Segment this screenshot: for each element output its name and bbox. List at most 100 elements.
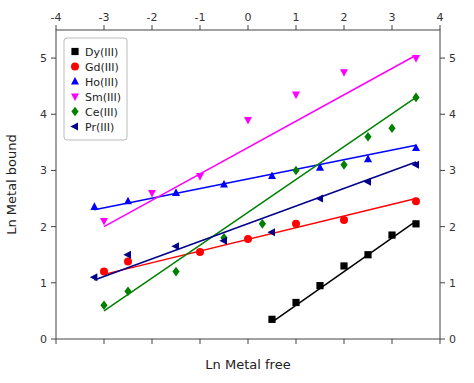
point [268,316,275,323]
point [388,231,395,238]
point [219,237,227,245]
point [268,171,276,179]
point [412,197,420,205]
y-tick-label: 2 [40,221,47,234]
point [364,251,371,258]
point [363,178,371,186]
x-tick-bottom [104,339,105,344]
x-tick-label: -2 [147,11,158,24]
x-tick-bottom [296,339,297,344]
x-tick-top [248,25,249,30]
y2-tick [440,339,445,340]
legend-label: Ho(III) [85,76,118,89]
point [364,155,372,163]
y2-tick [440,58,445,59]
plot-area [90,55,420,323]
point [244,117,252,125]
legend-label: Sm(III) [85,91,121,104]
x-tick-label: -4 [51,11,62,24]
point [90,273,98,281]
point [244,235,252,243]
point [412,55,420,63]
fit-line [104,97,416,310]
axes: -4-3-2-101234012345012345 [40,11,456,346]
x-tick-label: 2 [341,11,348,24]
point [100,218,108,226]
y-tick [51,226,56,227]
x-tick-top [200,25,201,30]
point [340,262,347,269]
chart: -4-3-2-101234012345012345Ln Metal freeLn… [0,0,474,383]
y2-tick [440,170,445,171]
point [364,132,371,142]
legend-symbol [71,77,79,85]
x-tick-top [152,25,153,30]
series [100,197,420,275]
y-tick [51,339,56,340]
point [259,219,266,229]
y-tick-label: 3 [40,164,47,177]
point [196,248,204,256]
point [124,257,132,265]
x-tick-bottom [152,339,153,344]
series [100,55,420,227]
x-tick-bottom [200,339,201,344]
y-tick [51,114,56,115]
point [267,228,275,236]
x-tick-label: 0 [245,11,252,24]
y2-tick-label: 3 [449,164,456,177]
y2-tick-label: 5 [449,52,456,65]
fit-line [94,145,416,210]
y-tick-label: 4 [40,108,47,121]
point [388,124,395,134]
legend-box [64,38,127,140]
x-tick-label: -3 [99,11,110,24]
point [124,197,132,205]
x-tick-bottom [440,339,441,344]
point [316,282,323,289]
legend-label: Gd(III) [85,61,119,74]
point [172,267,179,277]
point [292,166,299,176]
point [292,92,300,100]
x-tick-bottom [344,339,345,344]
legend-label: Dy(III) [85,46,118,59]
legend-symbol [71,48,78,55]
y2-tick-label: 4 [449,108,456,121]
legend: Dy(III)Gd(III)Ho(III)Sm(III)Ce(III)Pr(II… [64,38,127,140]
series [100,93,419,311]
legend-label: Ce(III) [85,106,118,119]
y-axis-label: Ln Metal bound [4,134,19,235]
y2-tick [440,282,445,283]
point [220,180,228,188]
y2-tick-label: 1 [449,277,456,290]
point [100,268,108,276]
y-tick-label: 0 [40,333,47,346]
x-tick-bottom [392,339,393,344]
point [148,190,156,198]
y-tick [51,170,56,171]
point [412,220,419,227]
x-tick-top [392,25,393,30]
legend-symbol [71,107,78,117]
y-tick-label: 1 [40,277,47,290]
point [90,202,98,210]
point [171,242,179,250]
fit-line [104,55,416,226]
x-tick-top [104,25,105,30]
x-tick-label: 1 [293,11,300,24]
series [90,161,419,281]
y-tick [51,282,56,283]
point [340,160,347,170]
point [123,251,131,259]
legend-symbol [71,63,79,71]
point [292,299,299,306]
legend-symbol [71,94,79,102]
series [90,143,420,210]
y-tick-label: 5 [40,52,47,65]
fit-line [104,199,416,275]
point [315,195,323,203]
y-tick [51,58,56,59]
plot-frame [56,30,440,339]
fit-line [272,221,416,322]
